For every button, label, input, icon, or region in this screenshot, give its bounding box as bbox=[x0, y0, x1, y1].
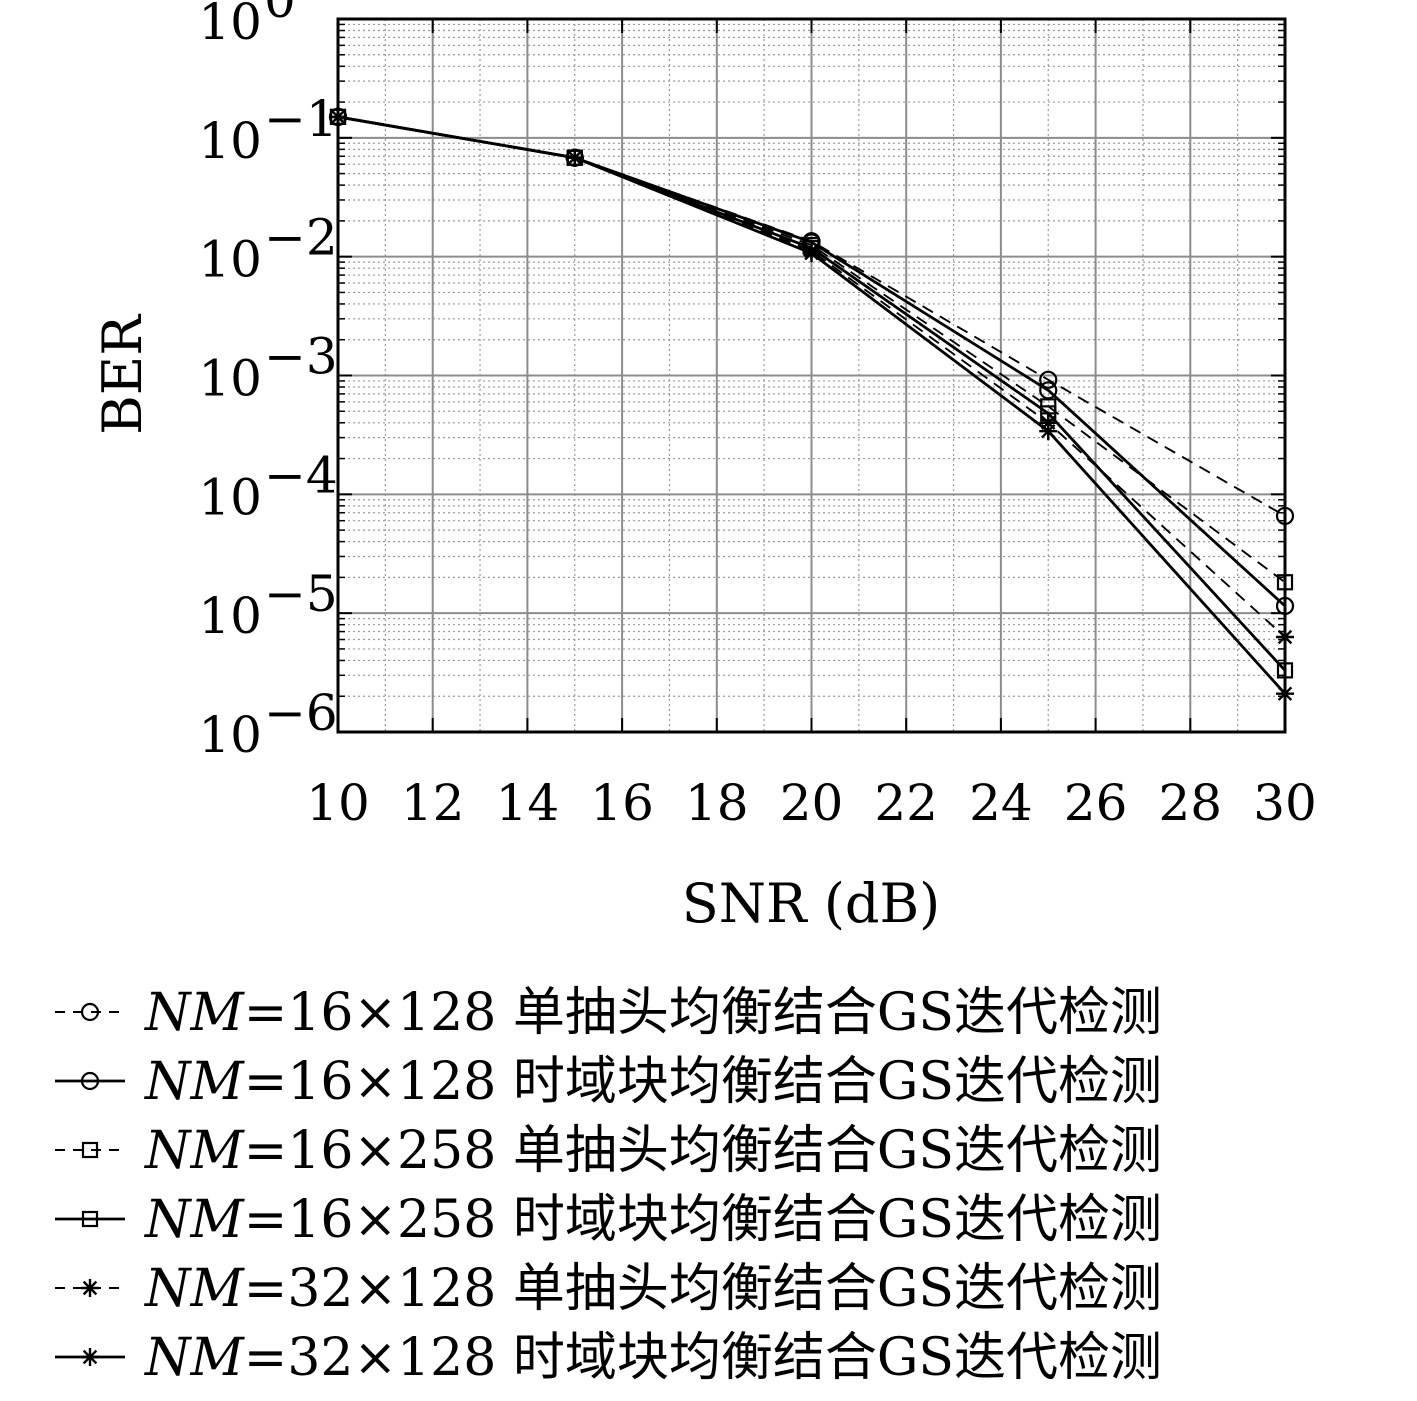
y-tick-exponent: −6 bbox=[264, 684, 338, 742]
series-6-point bbox=[802, 244, 821, 263]
x-tick-label: 28 bbox=[1158, 774, 1222, 832]
legend-marker-4 bbox=[81, 1210, 99, 1228]
legend-marker-2 bbox=[80, 1071, 100, 1091]
series-layer bbox=[328, 107, 1295, 703]
y-tick-label: 10 bbox=[198, 231, 262, 289]
x-tick-label: 12 bbox=[401, 774, 465, 832]
x-tick-label: 10 bbox=[306, 774, 370, 832]
legend-label-1: NM=16×128 单抽头均衡结合GS迭代检测 bbox=[143, 983, 1162, 1043]
series-6-point bbox=[1276, 684, 1294, 703]
y-tick-exponent: 0 bbox=[264, 0, 296, 29]
series-1-point bbox=[1039, 370, 1058, 389]
legend-marker-1 bbox=[80, 1002, 100, 1022]
legend-label-4: NM=16×258 时域块均衡结合GS迭代检测 bbox=[143, 1190, 1162, 1250]
axis-ticks bbox=[337, 18, 1286, 733]
series-2-point bbox=[1275, 596, 1295, 616]
x-axis-title: SNR (dB) bbox=[682, 872, 940, 935]
y-tick-label: 10 bbox=[198, 706, 262, 764]
series-6-point bbox=[329, 107, 347, 126]
x-tick-label: 14 bbox=[496, 774, 560, 832]
y-tick-label: 10 bbox=[198, 0, 262, 51]
y-tick-exponent: −4 bbox=[264, 446, 338, 504]
y-tick-label: 10 bbox=[198, 587, 262, 645]
series-3-point bbox=[1276, 574, 1294, 591]
x-tick-label: 22 bbox=[874, 774, 938, 832]
x-tick-label: 26 bbox=[1064, 774, 1128, 832]
x-tick-label: 20 bbox=[780, 774, 844, 832]
x-tick-label: 30 bbox=[1253, 774, 1317, 832]
legend-marker-5 bbox=[81, 1279, 99, 1297]
y-tick-exponent: −1 bbox=[264, 90, 338, 148]
y-tick-label: 10 bbox=[198, 112, 262, 170]
legend-label-2: NM=16×128 时域块均衡结合GS迭代检测 bbox=[143, 1052, 1162, 1112]
y-axis-title: BER bbox=[91, 314, 154, 435]
legend-label-5: NM=32×128 单抽头均衡结合GS迭代检测 bbox=[143, 1259, 1162, 1319]
x-tick-label: 16 bbox=[590, 774, 654, 832]
x-tick-label: 18 bbox=[685, 774, 749, 832]
legend: NM=16×128 单抽头均衡结合GS迭代检测 NM=16×128 时域块均衡结合… bbox=[55, 983, 1162, 1388]
legend-marker-3 bbox=[81, 1141, 99, 1159]
y-tick-exponent: −5 bbox=[264, 565, 338, 623]
series-4-point bbox=[1276, 662, 1294, 679]
y-tick-label: 10 bbox=[198, 468, 262, 526]
x-tick-labels: 10 12 14 16 18 20 22 24 26 28 30 bbox=[306, 774, 1317, 832]
legend-label-6: NM=32×128 时域块均衡结合GS迭代检测 bbox=[143, 1328, 1162, 1388]
y-tick-label: 10 bbox=[198, 350, 262, 408]
legend-label-3: NM=16×258 单抽头均衡结合GS迭代检测 bbox=[143, 1121, 1162, 1181]
series-6-point bbox=[565, 148, 584, 167]
x-tick-label: 24 bbox=[969, 774, 1033, 832]
y-tick-exponent: −3 bbox=[264, 328, 338, 386]
series-6-point bbox=[1039, 422, 1058, 441]
series-1-point bbox=[1275, 506, 1295, 526]
legend-marker-6 bbox=[81, 1348, 99, 1366]
series-5-point bbox=[1276, 628, 1294, 647]
y-tick-exponent: −2 bbox=[264, 209, 338, 267]
